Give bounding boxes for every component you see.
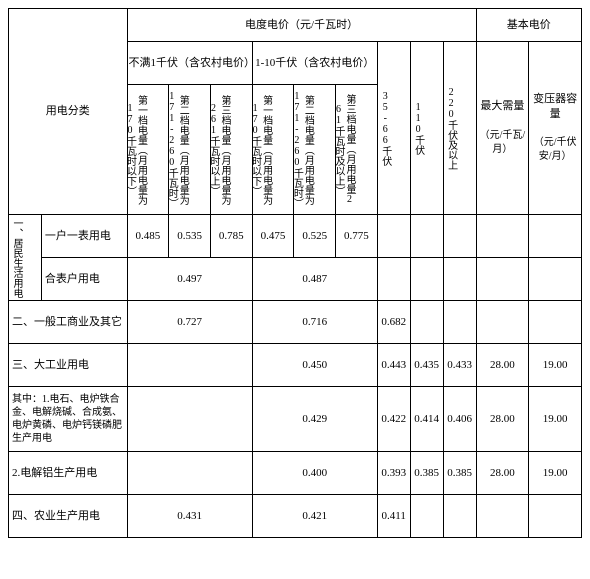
row3b-label: 2.电解铝生产用电: [9, 452, 128, 495]
cell: 0.385: [443, 452, 476, 495]
cell: [476, 258, 529, 301]
hdr-transformer: 变压器容量 （元/千伏安/月）: [529, 42, 582, 215]
row1-label: 一、居民生活用电: [9, 215, 42, 301]
cell: [410, 258, 443, 301]
cell: [443, 495, 476, 538]
row2-label: 二、一般工商业及其它: [9, 301, 128, 344]
cell: [377, 258, 410, 301]
tariff-table: 用电分类 电度电价（元/千瓦时） 基本电价 不满1千伏（含农村电价） 1-10千…: [8, 8, 582, 538]
cell: 19.00: [529, 452, 582, 495]
cell: 19.00: [529, 344, 582, 387]
cell: 0.497: [127, 258, 252, 301]
cell: 0.487: [252, 258, 377, 301]
cell: [443, 258, 476, 301]
cell: 0.400: [252, 452, 377, 495]
hdr-tier1a: 第一档电量（月用电量为170千瓦时以下）: [127, 85, 169, 215]
hdr-energy-price: 电度电价（元/千瓦时）: [127, 9, 476, 42]
cell: 0.525: [294, 215, 336, 258]
row3a-label: 其中：1.电石、电炉铁合金、电解烧碱、合成氨、电炉黄磷、电炉钙镁磷肥生产用电: [9, 387, 128, 452]
cell: [443, 215, 476, 258]
row1a-label: 一户一表用电: [41, 215, 127, 258]
cell: [377, 215, 410, 258]
cell: 0.421: [252, 495, 377, 538]
cell: 0.385: [410, 452, 443, 495]
cell: [476, 215, 529, 258]
cell: 0.422: [377, 387, 410, 452]
hdr-tier2a: 第二档电量（月用电量为171-260千瓦时）: [169, 85, 211, 215]
cell: 0.450: [252, 344, 377, 387]
cell: [410, 495, 443, 538]
hdr-under-1kv: 不满1千伏（含农村电价）: [127, 42, 252, 85]
cell: [529, 495, 582, 538]
row4-label: 四、农业生产用电: [9, 495, 128, 538]
cell: 0.785: [210, 215, 252, 258]
cell: [127, 452, 252, 495]
hdr-tier3b: 第三档电量（月用电量261千瓦时及以上）: [336, 85, 378, 215]
cell: 0.727: [127, 301, 252, 344]
hdr-category: 用电分类: [9, 9, 128, 215]
cell: [410, 215, 443, 258]
hdr-tier3a: 第三档电量（月用电量为261千瓦时以上）: [210, 85, 252, 215]
cell: [529, 258, 582, 301]
cell: [127, 344, 252, 387]
cell: 0.475: [252, 215, 294, 258]
cell: 28.00: [476, 387, 529, 452]
hdr-220kv: 220千伏及以上: [443, 42, 476, 215]
hdr-110kv: 110千伏: [410, 42, 443, 215]
cell: 0.429: [252, 387, 377, 452]
hdr-tier2b: 第二档电量（月用电量为171-260千瓦时）: [294, 85, 336, 215]
hdr-tier1b: 第一档电量（月用电量为170千瓦时以下）: [252, 85, 294, 215]
cell: [529, 215, 582, 258]
cell: 0.411: [377, 495, 410, 538]
cell: [127, 387, 252, 452]
cell: [529, 301, 582, 344]
cell: 0.393: [377, 452, 410, 495]
hdr-basic-price: 基本电价: [476, 9, 581, 42]
cell: 0.682: [377, 301, 410, 344]
cell: 0.433: [443, 344, 476, 387]
cell: 0.406: [443, 387, 476, 452]
cell: 19.00: [529, 387, 582, 452]
cell: 28.00: [476, 344, 529, 387]
hdr-1-10kv: 1-10千伏（含农村电价）: [252, 42, 377, 85]
cell: [476, 301, 529, 344]
cell: 0.435: [410, 344, 443, 387]
cell: 0.431: [127, 495, 252, 538]
cell: 0.414: [410, 387, 443, 452]
cell: [410, 301, 443, 344]
row3-label: 三、大工业用电: [9, 344, 128, 387]
hdr-max-demand: 最大需量 （元/千瓦/月）: [476, 42, 529, 215]
hdr-35-66kv: 35-66千伏: [377, 42, 410, 215]
cell: 28.00: [476, 452, 529, 495]
cell: [476, 495, 529, 538]
cell: 0.535: [169, 215, 211, 258]
cell: [443, 301, 476, 344]
cell: 0.716: [252, 301, 377, 344]
cell: 0.775: [336, 215, 378, 258]
cell: 0.443: [377, 344, 410, 387]
row1b-label: 合表户用电: [41, 258, 127, 301]
cell: 0.485: [127, 215, 169, 258]
